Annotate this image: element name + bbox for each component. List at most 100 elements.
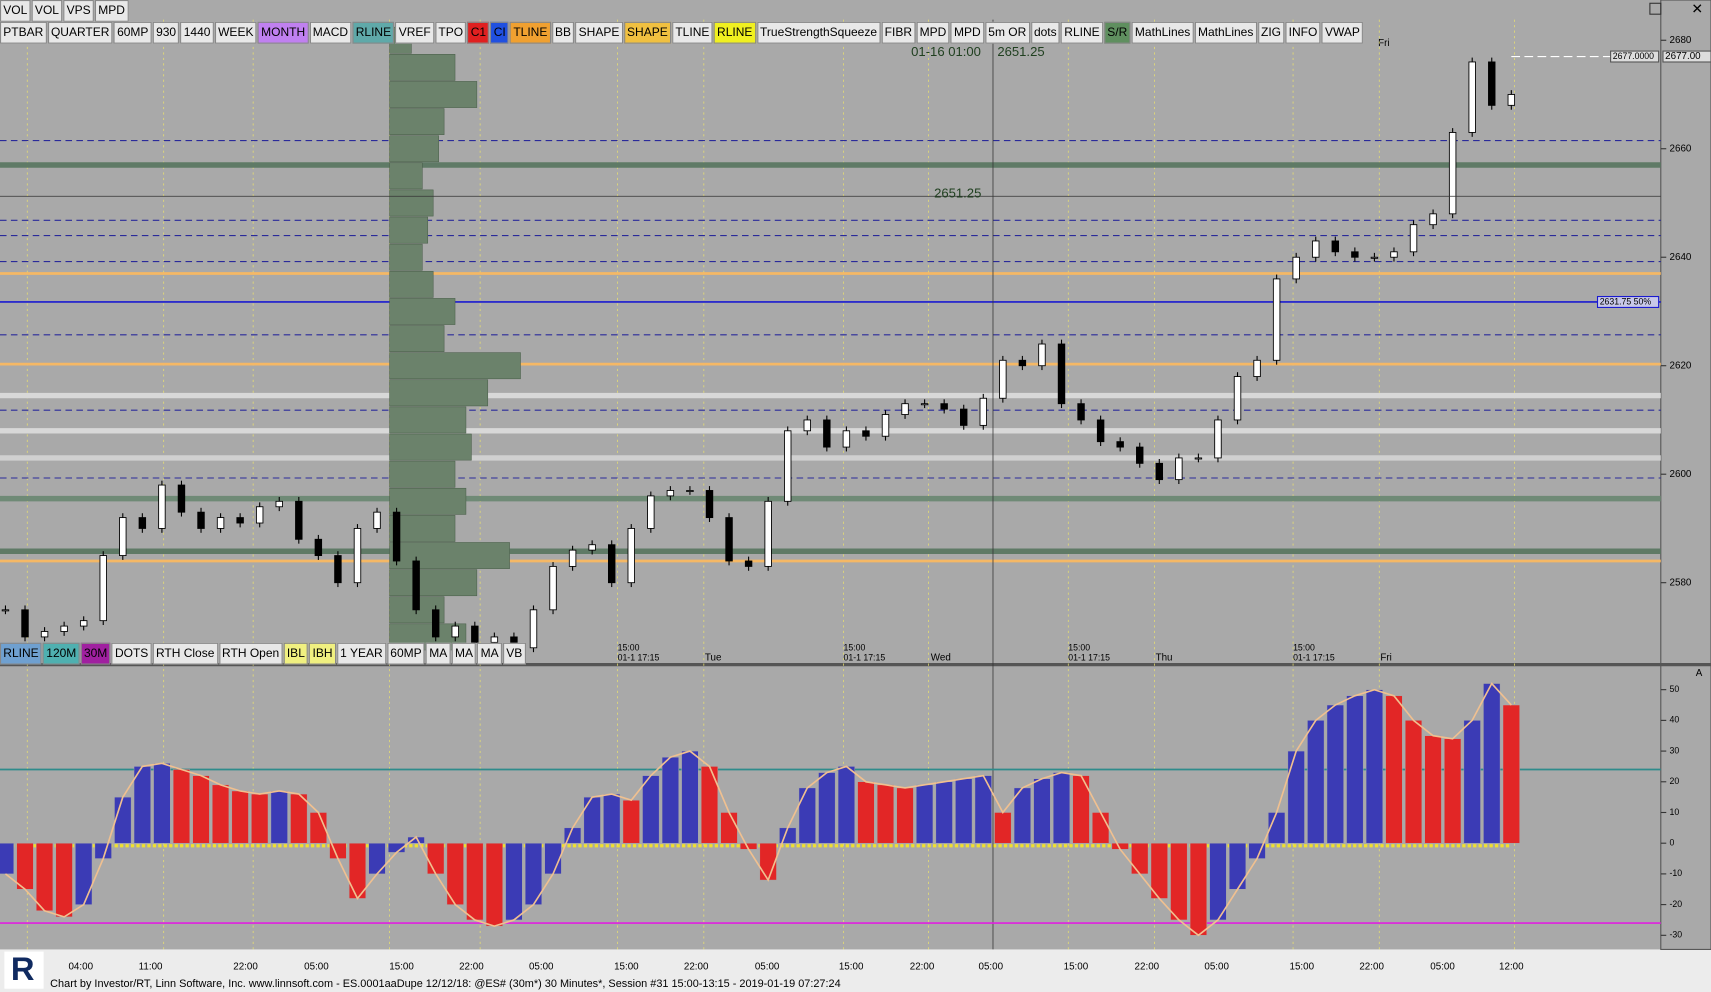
candle: [197, 511, 205, 529]
histogram-bar: [1287, 750, 1305, 844]
crosshair-time: 01-16 01:00: [911, 44, 981, 59]
profile-bar: [389, 298, 456, 325]
toolbar-button[interactable]: QUARTER: [47, 21, 113, 44]
window-controls[interactable]: ✕: [1649, 2, 1703, 18]
profile-bar: [389, 542, 510, 569]
toolbar-button[interactable]: VOL: [31, 0, 63, 22]
toolbar-button[interactable]: MA: [426, 642, 451, 665]
toolbar-button[interactable]: CI: [490, 21, 509, 44]
toolbar-button[interactable]: TLINE: [510, 21, 551, 44]
histogram-bar: [231, 790, 249, 844]
toolbar-button[interactable]: 30M: [80, 642, 111, 665]
indicator-line: [4, 682, 1512, 937]
toolbar-button[interactable]: VPS: [63, 0, 94, 22]
toolbar-button[interactable]: RLINE: [1061, 21, 1103, 44]
toolbar-button[interactable]: RTH Open: [218, 642, 283, 665]
toolbar-button[interactable]: WEEK: [214, 21, 257, 44]
toolbar-button[interactable]: INFO: [1285, 21, 1321, 44]
histogram-bar: [720, 812, 738, 844]
candle: [647, 495, 655, 529]
logo-box: [4, 951, 44, 989]
toolbar-button[interactable]: MACD: [309, 21, 352, 44]
toolbar-button[interactable]: DOTS: [111, 642, 152, 665]
last-price-box: [1610, 50, 1660, 63]
toolbar-button[interactable]: ZIG: [1257, 21, 1285, 44]
candle: [295, 500, 303, 540]
candle: [177, 484, 186, 513]
toolbar-button[interactable]: SHAPE: [623, 21, 671, 44]
candle: [1116, 441, 1124, 448]
toolbar-button[interactable]: 120M: [43, 642, 80, 665]
toolbar-button[interactable]: MPD: [916, 21, 950, 44]
price-axis: [1660, 0, 1711, 950]
toolbar-button[interactable]: S/R: [1104, 21, 1131, 44]
x-tick-label: 04:00: [68, 961, 93, 972]
toolbar-button[interactable]: BB: [551, 21, 575, 44]
toolbar-button[interactable]: IBL: [283, 642, 309, 665]
candle: [1429, 213, 1437, 226]
session-day: Wed: [931, 653, 951, 664]
x-tick-label: 15:00: [839, 961, 864, 972]
toolbar-button[interactable]: IBH: [309, 642, 336, 665]
y-tick-label: 40: [1670, 715, 1680, 725]
profile-bar: [389, 216, 429, 244]
y-tick-label: 2600: [1670, 469, 1692, 480]
toolbar-button[interactable]: RLINE: [713, 21, 756, 44]
toolbar-button[interactable]: 930: [152, 21, 180, 44]
toolbar-button[interactable]: PTBAR: [0, 21, 47, 44]
toolbar-button[interactable]: 1440: [180, 21, 214, 44]
toolbar-button[interactable]: RLINE: [0, 642, 42, 665]
toolbar-button[interactable]: 1 YEAR: [336, 642, 386, 665]
toolbar-button[interactable]: VWAP: [1321, 21, 1364, 44]
top-day: Fri: [1378, 38, 1389, 49]
y-tick-label: 2660: [1670, 143, 1692, 154]
toolbar-button[interactable]: MathLines: [1131, 21, 1194, 44]
profile-bar: [389, 379, 489, 407]
toolbar-button[interactable]: 5m OR: [985, 21, 1030, 44]
histogram-bar: [212, 784, 230, 844]
candle: [138, 517, 147, 529]
x-tick-label: 15:00: [389, 961, 414, 972]
toolbar-button[interactable]: 60MP: [387, 642, 425, 665]
toolbar-button[interactable]: TLINE: [672, 21, 713, 44]
toolbar-button[interactable]: C1: [467, 21, 490, 44]
candle: [1331, 240, 1340, 253]
toolbar-button[interactable]: MathLines: [1194, 21, 1257, 44]
histogram-bar: [1326, 704, 1344, 844]
histogram-bar: [798, 787, 816, 844]
y-tick-label: -30: [1670, 930, 1683, 940]
bottom-toolbar: RLINE 120M 30M DOTS RTH Close RTH Open IBL IBH 1…: [0, 642, 526, 665]
histogram-bar: [1424, 735, 1442, 844]
toolbar-button[interactable]: FIBR: [881, 21, 916, 44]
candle: [431, 609, 440, 638]
toolbar-button[interactable]: VB: [502, 642, 526, 665]
histogram-bar: [818, 772, 836, 844]
x-tick-label: 15:00: [1290, 961, 1315, 972]
histogram-bar: [935, 781, 953, 844]
toolbar-button[interactable]: MONTH: [257, 21, 309, 44]
toolbar-button[interactable]: MA: [477, 642, 502, 665]
toolbar-button[interactable]: VREF: [395, 21, 435, 44]
profile-bar: [389, 54, 456, 81]
toolbar-button[interactable]: dots: [1030, 21, 1060, 44]
toolbar-button[interactable]: TrueStrengthSqueeze: [756, 21, 881, 44]
histogram-bar: [172, 769, 190, 844]
candle: [1057, 343, 1066, 405]
histogram-bar: [994, 812, 1012, 844]
toolbar-button[interactable]: MPD: [94, 0, 129, 22]
toolbar-button[interactable]: MPD: [950, 21, 984, 44]
toolbar-button[interactable]: TPO: [435, 21, 467, 44]
profile-bar: [389, 515, 456, 542]
toolbar-button[interactable]: RLINE: [352, 21, 395, 44]
histogram-bar: [876, 784, 895, 844]
toolbar-button[interactable]: SHAPE: [575, 21, 623, 44]
x-tick-label: 05:00: [755, 961, 780, 972]
histogram-bar: [36, 842, 54, 911]
histogram-bar: [1444, 738, 1462, 844]
toolbar-button[interactable]: RTH Close: [152, 642, 218, 665]
toolbar-button[interactable]: 60MP: [113, 21, 152, 44]
candle: [744, 560, 753, 567]
candle: [275, 500, 283, 508]
toolbar-button[interactable]: MA: [451, 642, 477, 665]
toolbar-button[interactable]: VOL: [0, 0, 31, 22]
